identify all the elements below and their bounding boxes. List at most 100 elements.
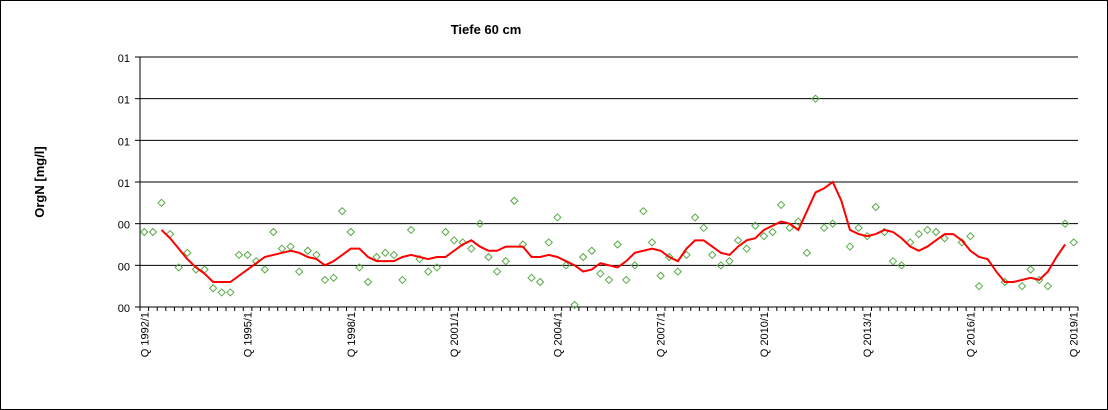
data-point	[535, 277, 545, 287]
data-point	[157, 198, 166, 208]
data-point	[656, 271, 665, 280]
data-point	[647, 238, 657, 247]
data-point	[320, 275, 330, 285]
y-tick-label: 00	[118, 220, 130, 232]
x-tick-label: Q 1995/1	[243, 312, 255, 357]
data-point	[759, 231, 769, 241]
y-tick-label: 01	[118, 136, 130, 148]
data-point	[441, 227, 450, 237]
data-point	[596, 269, 605, 278]
data-point	[690, 213, 700, 222]
data-point	[811, 94, 820, 103]
data-point	[561, 261, 571, 270]
data-point	[458, 238, 467, 247]
y-tick-label: 00	[118, 261, 130, 273]
data-point	[604, 275, 614, 285]
data-point	[303, 246, 313, 255]
data-point	[957, 238, 967, 247]
data-point	[1000, 277, 1010, 287]
data-point	[183, 248, 192, 258]
data-point	[578, 252, 588, 262]
data-point	[699, 223, 708, 233]
x-tick-label: Q 2004/1	[552, 312, 564, 357]
data-point	[527, 273, 536, 283]
data-point	[475, 219, 485, 228]
data-point	[226, 288, 235, 297]
data-point	[914, 229, 924, 239]
data-point	[510, 196, 519, 205]
data-point	[234, 250, 244, 260]
data-point	[424, 267, 433, 276]
data-point	[639, 206, 648, 216]
x-tick-label: Q 1998/1	[346, 312, 358, 357]
data-point	[742, 244, 751, 253]
data-point	[785, 223, 794, 233]
data-point	[923, 225, 932, 235]
data-point	[501, 256, 510, 266]
x-tick-label: Q 2007/1	[656, 312, 668, 357]
data-point	[630, 261, 640, 270]
data-point	[449, 236, 459, 245]
data-point	[553, 213, 562, 222]
data-point	[269, 227, 278, 237]
data-point	[174, 263, 183, 272]
data-point	[708, 250, 717, 260]
data-line	[160, 180, 1066, 283]
data-point	[570, 300, 579, 310]
data-point	[432, 263, 442, 272]
data-point	[1069, 238, 1078, 247]
data-point	[217, 288, 226, 297]
data-point	[355, 263, 364, 272]
data-point	[260, 265, 269, 274]
data-point	[776, 200, 786, 210]
data-point	[768, 227, 777, 237]
data-point	[467, 244, 476, 253]
data-point	[940, 234, 949, 243]
data-point	[725, 256, 734, 266]
data-point	[1060, 219, 1070, 228]
data-point	[492, 267, 502, 276]
y-tick-label: 00	[118, 303, 130, 315]
data-point	[897, 261, 906, 270]
data-point	[974, 281, 984, 291]
data-point	[208, 284, 218, 293]
data-point	[828, 219, 837, 228]
data-point	[1026, 265, 1035, 274]
data-point	[888, 256, 898, 266]
data-point	[484, 252, 493, 262]
x-tick-label: Q 2001/1	[449, 312, 461, 357]
data-point	[329, 273, 338, 283]
data-point	[398, 275, 407, 285]
data-point	[673, 267, 683, 276]
data-point	[140, 227, 149, 237]
y-axis-label: OrgN [mg/l]	[32, 146, 47, 218]
data-point	[1043, 281, 1053, 291]
data-point	[338, 206, 347, 216]
data-point	[243, 250, 252, 260]
data-point	[802, 248, 812, 258]
data-point	[363, 277, 373, 287]
data-point	[406, 225, 416, 235]
data-point	[751, 221, 760, 230]
x-tick-label: Q 2016/1	[965, 312, 977, 357]
data-point	[716, 261, 726, 270]
data-point	[148, 227, 158, 237]
data-point	[389, 250, 399, 260]
data-point	[819, 223, 829, 233]
x-tick-label: Q 2013/1	[862, 312, 874, 357]
y-tick-label: 01	[118, 53, 130, 65]
data-point	[794, 217, 803, 226]
data-point	[544, 238, 553, 247]
data-point	[613, 240, 622, 249]
data-point	[1017, 281, 1027, 291]
data-point	[381, 248, 390, 258]
data-point	[622, 275, 631, 285]
data-point	[845, 242, 855, 251]
data-point	[294, 267, 304, 276]
data-point	[871, 202, 880, 212]
data-point	[966, 231, 975, 241]
data-point	[251, 256, 261, 266]
y-tick-label: 01	[118, 178, 130, 190]
